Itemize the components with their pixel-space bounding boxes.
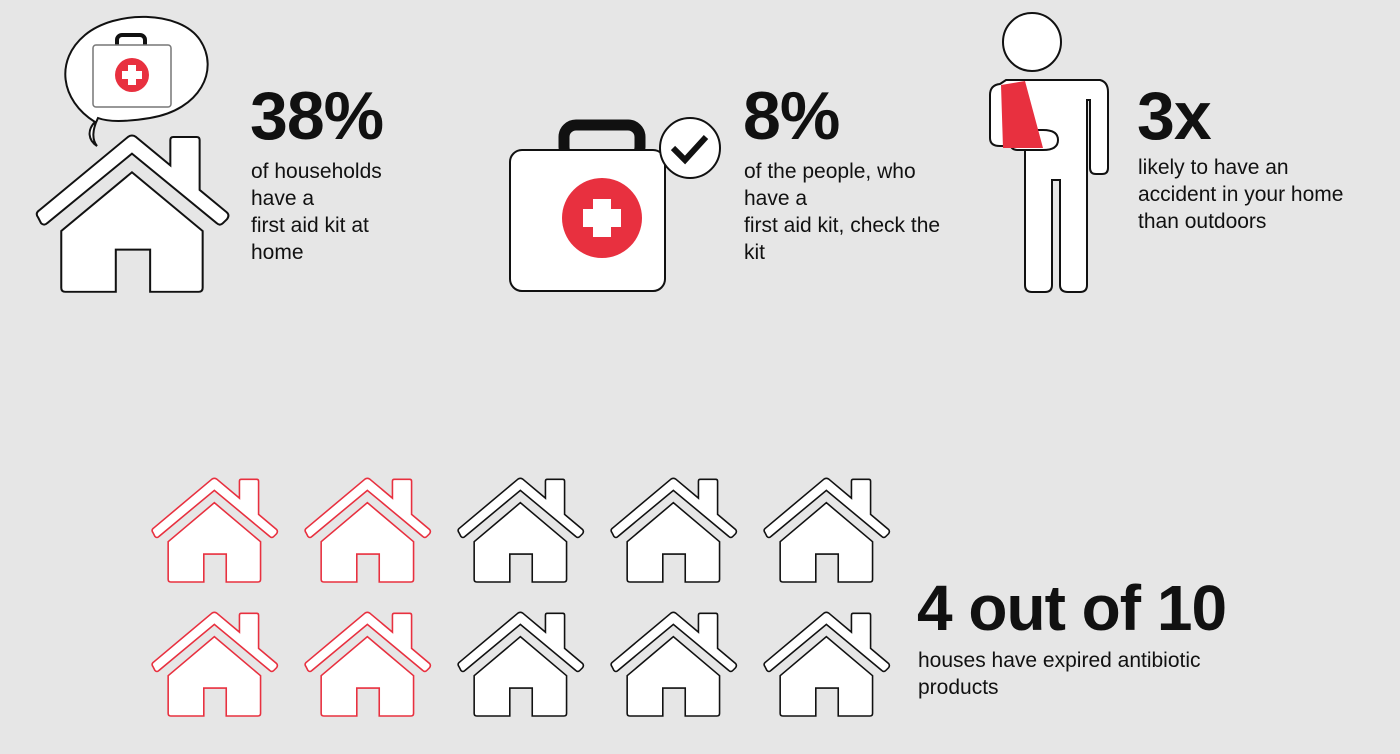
- houses-description: houses have expired antibiotic products: [918, 649, 1201, 699]
- person-arm-sling-icon: [989, 12, 1109, 293]
- house-icon: [610, 477, 738, 583]
- house-icon-highlighted: [151, 477, 279, 583]
- house-icon: [457, 477, 585, 583]
- house-with-first-aid-kit-speech-bubble-icon: [35, 15, 230, 293]
- houses-value: 4 out of 10: [917, 572, 1227, 644]
- stat-description: of households have a first aid kit at ho…: [251, 160, 382, 264]
- stat-value: 3x: [1137, 78, 1212, 154]
- house-icon: [763, 611, 891, 717]
- stat-value: 8%: [743, 78, 840, 154]
- stat-description: of the people, who have a first aid kit,…: [744, 160, 941, 264]
- house-icon: [763, 477, 891, 583]
- house-icon: [610, 611, 738, 717]
- first-aid-kit-checkmark-icon: [509, 117, 721, 292]
- stat-description: likely to have an accident in your home …: [1138, 156, 1344, 233]
- house-icon-highlighted: [151, 611, 279, 717]
- house-icon-highlighted: [304, 477, 432, 583]
- stat-value: 38%: [250, 78, 384, 154]
- house-icon: [457, 611, 585, 717]
- house-icon-highlighted: [304, 611, 432, 717]
